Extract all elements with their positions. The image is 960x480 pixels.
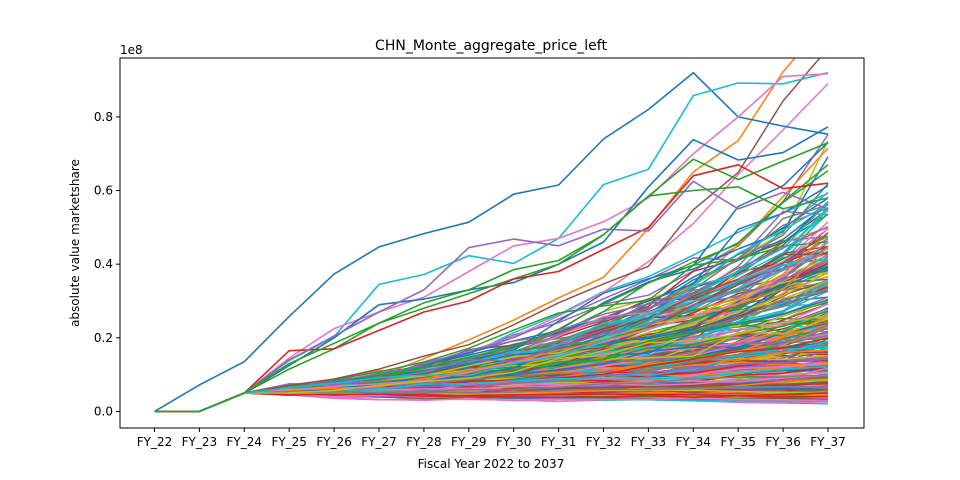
x-tick-label: FY_25 <box>271 435 307 449</box>
highlighted-series-line <box>154 186 829 413</box>
simulated-series-line <box>154 260 829 413</box>
highlighted-series-line <box>154 164 829 413</box>
simulated-series-line <box>154 314 829 413</box>
x-tick-label: FY_23 <box>182 435 218 449</box>
chart-title: CHN_Monte_aggregate_price_left <box>375 38 607 54</box>
x-tick-label: FY_37 <box>810 435 846 449</box>
simulated-series-line <box>154 241 829 413</box>
highlighted-series-line <box>154 141 829 413</box>
simulated-series-line <box>154 203 829 413</box>
y-tick-label: 0.8 <box>94 110 113 124</box>
x-tick-label: FY_34 <box>676 435 712 449</box>
y-tick-label: 0.0 <box>94 404 113 418</box>
y-axis-label: absolute value marketshare <box>68 159 82 327</box>
plot-frame <box>119 57 865 429</box>
x-tick-label: FY_35 <box>720 435 756 449</box>
y-tick-label: 0.2 <box>94 331 113 345</box>
x-tick-label: FY_31 <box>541 435 577 449</box>
simulated-series-line <box>154 392 829 413</box>
x-tick-label: FY_30 <box>496 435 532 449</box>
x-tick-label: FY_27 <box>361 435 397 449</box>
series-lines <box>154 58 829 413</box>
x-tick-label: FY_22 <box>137 435 173 449</box>
x-tick-label: FY_29 <box>451 435 487 449</box>
x-axis-label: Fiscal Year 2022 to 2037 <box>418 457 565 471</box>
y-tick-label: 0.6 <box>94 184 113 198</box>
highlighted-series-line <box>154 71 829 413</box>
y-tick-label: 0.4 <box>94 257 113 271</box>
x-tick-label: FY_33 <box>631 435 667 449</box>
x-tick-label: FY_32 <box>586 435 622 449</box>
axis-ticks: FY_22 FY_23 FY_24 FY_25 FY_26 FY_27 FY_28 FY_29… <box>94 110 846 449</box>
y-axis-offset-text: 1e8 <box>120 43 143 57</box>
highlighted-series-line <box>154 180 829 413</box>
simulated-series-line <box>154 58 821 413</box>
x-tick-label: FY_28 <box>406 435 442 449</box>
x-tick-label: FY_26 <box>316 435 352 449</box>
x-tick-label: FY_36 <box>765 435 801 449</box>
x-tick-label: FY_24 <box>227 435 263 449</box>
